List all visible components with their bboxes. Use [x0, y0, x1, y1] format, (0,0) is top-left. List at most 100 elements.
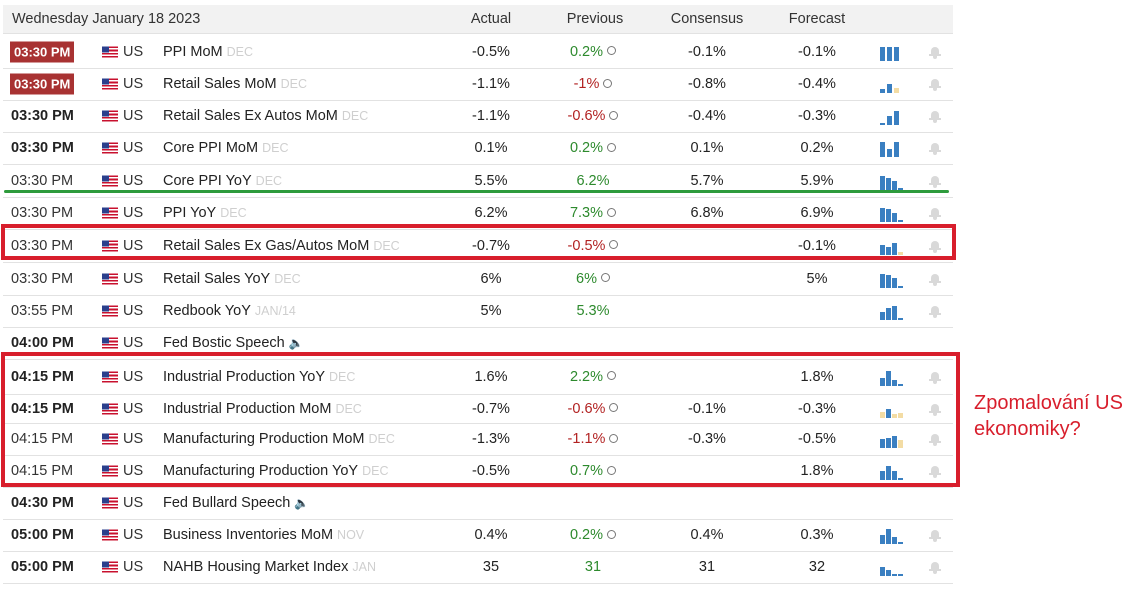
event-name[interactable]: Manufacturing Production MoM DEC	[163, 431, 395, 447]
mini-chart-icon[interactable]	[878, 526, 908, 544]
event-title[interactable]: Retail Sales YoY	[163, 270, 271, 287]
bell-icon[interactable]	[929, 174, 941, 188]
event-title[interactable]: Manufacturing Production YoY	[163, 463, 359, 479]
revised-icon[interactable]	[607, 529, 617, 539]
mini-chart-icon[interactable]	[878, 204, 908, 222]
event-title[interactable]: Retail Sales Ex Gas/Autos MoM	[163, 237, 370, 254]
revised-icon[interactable]	[607, 142, 617, 152]
column-forecast[interactable]: Forecast	[788, 11, 846, 27]
event-title[interactable]: Industrial Production YoY	[163, 368, 326, 385]
event-title[interactable]: Fed Bostic Speech	[163, 335, 285, 351]
event-title[interactable]: PPI MoM	[163, 43, 223, 60]
mini-chart-icon[interactable]	[878, 172, 908, 190]
event-name[interactable]: Core PPI YoY DEC	[163, 173, 282, 189]
bell-icon[interactable]	[929, 370, 941, 384]
table-row[interactable]: 03:30 PM US Core PPI YoY DEC 5.5% 6.2% 5.7% 5.9…	[3, 164, 953, 198]
column-consensus[interactable]: Consensus	[670, 11, 744, 27]
event-name[interactable]: Retail Sales Ex Autos MoM DEC	[163, 108, 368, 124]
column-actual[interactable]: Actual	[470, 11, 512, 27]
event-name[interactable]: Redbook YoY JAN/14	[163, 303, 296, 319]
event-title[interactable]: Core PPI YoY	[163, 172, 252, 189]
bell-icon[interactable]	[929, 272, 941, 286]
event-name[interactable]: PPI YoY DEC	[163, 205, 247, 221]
event-name[interactable]: Fed Bullard Speech 🔈	[163, 495, 309, 511]
event-name[interactable]: Retail Sales Ex Gas/Autos MoM DEC	[163, 238, 400, 254]
event-title[interactable]: Manufacturing Production MoM	[163, 431, 365, 447]
table-row[interactable]: 04:15 PM US Industrial Production YoY DEC 1.…	[3, 359, 953, 395]
bell-icon[interactable]	[929, 206, 941, 220]
event-title[interactable]: Fed Bullard Speech	[163, 495, 291, 511]
bell-icon[interactable]	[929, 432, 941, 446]
table-row[interactable]: 04:15 PM US Industrial Production MoM DEC -0…	[3, 394, 953, 424]
bell-icon[interactable]	[929, 45, 941, 59]
mini-chart-icon[interactable]	[878, 107, 908, 125]
table-row[interactable]: 05:00 PM US NAHB Housing Market Index JAN 35…	[3, 551, 953, 584]
bell-icon[interactable]	[929, 402, 941, 416]
event-title[interactable]: Core PPI MoM	[163, 140, 259, 156]
revised-icon[interactable]	[609, 403, 619, 413]
table-row[interactable]: 04:15 PM US Manufacturing Production MoM DE…	[3, 423, 953, 456]
event-name[interactable]: Business Inventories MoM NOV	[163, 527, 364, 543]
table-row[interactable]: 04:15 PM US Manufacturing Production YoY DE…	[3, 455, 953, 488]
table-row[interactable]: 03:30 PM US Retail Sales Ex Autos MoM DEC -1…	[3, 100, 953, 133]
revised-icon[interactable]	[609, 433, 619, 443]
revised-icon[interactable]	[607, 371, 617, 381]
event-time: 03:55 PM	[11, 303, 74, 319]
revised-icon[interactable]	[609, 240, 619, 250]
mini-chart-icon[interactable]	[878, 43, 908, 61]
bell-icon[interactable]	[929, 304, 941, 318]
table-row[interactable]: 03:30 PM US Core PPI MoM DEC 0.1% 0.2% 0.1% 0.2…	[3, 132, 953, 165]
column-previous[interactable]: Previous	[566, 11, 624, 27]
mini-chart-icon[interactable]	[878, 139, 908, 157]
bell-icon[interactable]	[929, 528, 941, 542]
event-title[interactable]: Business Inventories MoM	[163, 527, 334, 543]
event-name[interactable]: Industrial Production YoY DEC	[163, 369, 355, 385]
revised-icon[interactable]	[609, 110, 619, 120]
event-name[interactable]: NAHB Housing Market Index JAN	[163, 559, 376, 575]
revised-icon[interactable]	[607, 46, 617, 56]
mini-chart-icon[interactable]	[878, 430, 908, 448]
mini-chart-icon[interactable]	[878, 558, 908, 576]
table-row[interactable]: 04:00 PM US Fed Bostic Speech 🔈	[3, 327, 953, 360]
event-name[interactable]: PPI MoM DEC	[163, 44, 253, 60]
event-name[interactable]: Industrial Production MoM DEC	[163, 401, 362, 417]
bell-icon[interactable]	[929, 560, 941, 574]
table-row[interactable]: 03:30 PM US Retail Sales YoY DEC 6% 6% 5%	[3, 262, 953, 296]
mini-chart-icon[interactable]	[878, 302, 908, 320]
revised-icon[interactable]	[607, 465, 617, 475]
bell-icon[interactable]	[929, 77, 941, 91]
event-title[interactable]: PPI YoY	[163, 205, 217, 221]
mini-chart-bar	[880, 411, 885, 418]
event-name[interactable]: Retail Sales YoY DEC	[163, 271, 301, 287]
revised-icon[interactable]	[607, 207, 617, 217]
event-title[interactable]: Redbook YoY	[163, 303, 251, 319]
bell-icon[interactable]	[929, 239, 941, 253]
table-row[interactable]: 03:30 PM US PPI YoY DEC 6.2% 7.3% 6.8% 6.9%	[3, 197, 953, 230]
event-name[interactable]: Retail Sales MoM DEC	[163, 76, 307, 92]
mini-chart-icon[interactable]	[878, 368, 908, 386]
table-row[interactable]: 04:30 PM US Fed Bullard Speech 🔈	[3, 487, 953, 520]
bell-icon[interactable]	[929, 109, 941, 123]
table-row[interactable]: 03:30 PM US Retail Sales MoM DEC -1.1% -1% -0.…	[3, 68, 953, 101]
table-row[interactable]: 05:00 PM US Business Inventories MoM NOV 0.4…	[3, 519, 953, 552]
mini-chart-icon[interactable]	[878, 400, 908, 418]
revised-icon[interactable]	[600, 273, 610, 283]
bell-icon[interactable]	[929, 141, 941, 155]
previous-number: 6%	[576, 270, 597, 287]
table-row[interactable]: 03:55 PM US Redbook YoY JAN/14 5% 5.3%	[3, 295, 953, 328]
event-name[interactable]: Core PPI MoM DEC	[163, 140, 289, 156]
table-row[interactable]: 03:30 PM US PPI MoM DEC -0.5% 0.2% -0.1% -0.1%	[3, 35, 953, 69]
event-title[interactable]: Industrial Production MoM	[163, 400, 332, 417]
revised-icon[interactable]	[603, 78, 613, 88]
event-title[interactable]: NAHB Housing Market Index	[163, 559, 349, 575]
mini-chart-icon[interactable]	[878, 237, 908, 255]
event-name[interactable]: Fed Bostic Speech 🔈	[163, 335, 304, 351]
event-name[interactable]: Manufacturing Production YoY DEC	[163, 463, 388, 479]
table-row[interactable]: 03:30 PM US Retail Sales Ex Gas/Autos MoM D…	[3, 229, 953, 263]
mini-chart-icon[interactable]	[878, 75, 908, 93]
mini-chart-icon[interactable]	[878, 270, 908, 288]
event-title[interactable]: Retail Sales Ex Autos MoM	[163, 108, 338, 124]
event-title[interactable]: Retail Sales MoM	[163, 76, 277, 92]
bell-icon[interactable]	[929, 464, 941, 478]
mini-chart-icon[interactable]	[878, 462, 908, 480]
